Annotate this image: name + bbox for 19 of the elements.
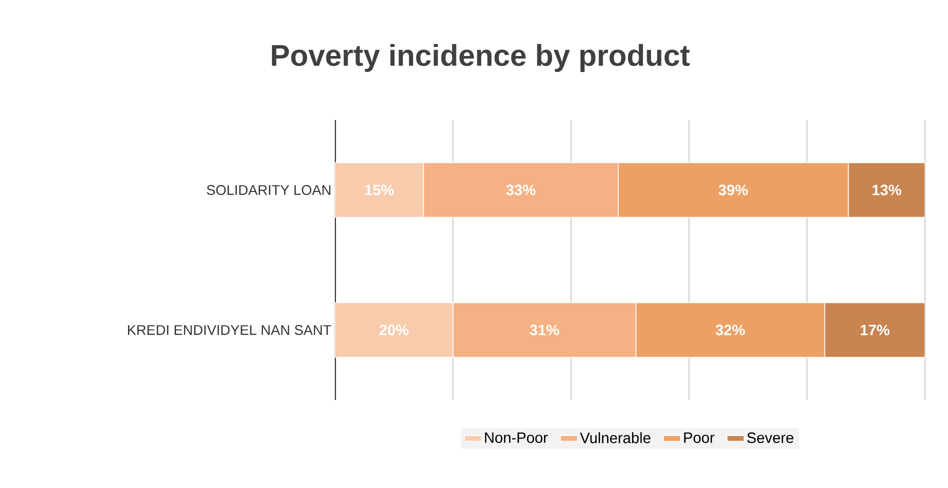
bar — [335, 302, 454, 358]
data-label: 32% — [716, 324, 745, 336]
legend-label: Severe — [747, 432, 794, 444]
data-label: 13% — [872, 184, 902, 196]
legend-label: Non-Poor — [485, 432, 548, 443]
y-tick-label: SOLIDARITY LOAN — [206, 185, 330, 195]
data-label: 20% — [380, 324, 409, 336]
data-label: 17% — [860, 324, 890, 336]
data-label: 31% — [530, 324, 560, 336]
legend-label: Vulnerable — [580, 432, 650, 444]
data-label: 33% — [506, 184, 536, 196]
bar — [824, 302, 926, 358]
data-label: 15% — [365, 184, 394, 196]
y-tick-label: KREDI ENDIVIDYEL NAN SANT — [128, 325, 332, 335]
legend-label: Poor — [684, 432, 714, 443]
data-label: 39% — [718, 184, 748, 196]
bar — [335, 162, 424, 218]
bar — [848, 162, 926, 218]
chart-title: Poverty incidence by product — [272, 44, 690, 72]
